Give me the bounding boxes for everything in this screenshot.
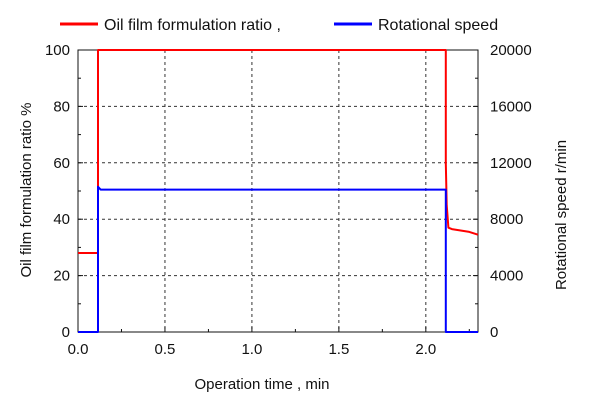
left-y-tick-label: 80 [53, 98, 70, 115]
legend-label-rotational-speed: Rotational speed [378, 17, 498, 34]
right-y-tick-label: 16000 [490, 98, 532, 115]
x-tick-label: 1.0 [241, 341, 262, 358]
left-y-tick-label: 0 [62, 324, 70, 341]
left-y-tick-label: 40 [53, 211, 70, 228]
right-y-tick-label: 12000 [490, 155, 532, 172]
grid [78, 50, 478, 332]
legend-label-oil-film: Oil film formulation ratio , [104, 17, 281, 34]
left-y-axis-title: Oil film formulation ratio % [18, 102, 35, 277]
right-y-axis-title: Rotational speed r/min [553, 140, 570, 290]
series-line-rotational-speed [78, 185, 478, 333]
left-y-tick-label: 60 [53, 155, 70, 172]
left-y-tick-label: 20 [53, 268, 70, 285]
right-y-tick-label: 0 [490, 324, 498, 341]
x-tick-label: 1.5 [328, 341, 349, 358]
x-axis-title: Operation time , min [194, 376, 329, 393]
left-y-axis: 0 20 40 60 80 100 [45, 42, 83, 341]
x-tick-label: 2.0 [415, 341, 436, 358]
x-axis: 0.0 0.5 1.0 1.5 2.0 [68, 327, 470, 358]
right-y-axis: 0 4000 8000 12000 16000 20000 [473, 42, 532, 341]
right-y-tick-label: 4000 [490, 268, 523, 285]
left-y-tick-label: 100 [45, 42, 70, 59]
plot-frame [77, 49, 479, 333]
series-line-oil-film [78, 49, 479, 254]
right-y-tick-label: 8000 [490, 211, 523, 228]
x-tick-label: 0.5 [155, 341, 176, 358]
series-group [78, 49, 479, 333]
x-tick-label: 0.0 [68, 341, 89, 358]
right-y-tick-label: 20000 [490, 42, 532, 59]
legend: Oil film formulation ratio , Rotational … [60, 17, 498, 34]
